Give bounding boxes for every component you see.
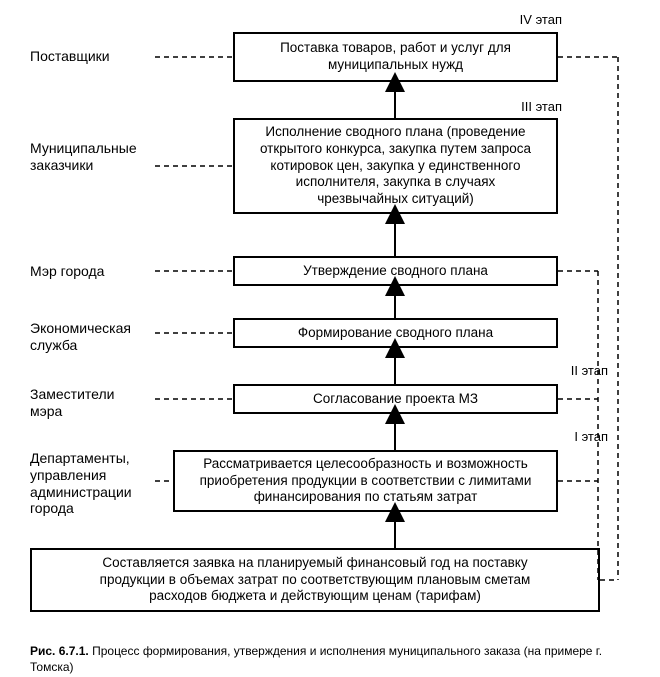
node-request-text: Составляется заявка на планируемый финан… bbox=[100, 555, 531, 606]
figure-caption: Рис. 6.7.1. Процесс формирования, утверж… bbox=[30, 644, 630, 675]
row-label-suppliers: Поставщики bbox=[30, 48, 110, 65]
stage-label-2: II этап bbox=[571, 363, 608, 378]
row-label-mayor: Мэр города bbox=[30, 263, 104, 280]
node-coordination-text: Согласование проекта МЗ bbox=[313, 391, 478, 408]
figure-caption-text: Процесс формирования, утверждения и испо… bbox=[30, 644, 602, 674]
node-supply: Поставка товаров, работ и услуг для муни… bbox=[233, 32, 558, 82]
node-formation-text: Формирование сводного плана bbox=[298, 325, 493, 342]
row-label-economic-service: Экономическая служба bbox=[30, 320, 131, 354]
node-formation: Формирование сводного плана bbox=[233, 318, 558, 348]
node-feasibility-text: Рассматривается целесообразность и возмо… bbox=[200, 456, 532, 507]
node-approval-text: Утверждение сводного плана bbox=[303, 263, 488, 280]
node-approval: Утверждение сводного плана bbox=[233, 256, 558, 286]
node-coordination: Согласование проекта МЗ bbox=[233, 384, 558, 414]
stage-label-4: IV этап bbox=[520, 12, 562, 27]
flowchart-canvas: { "type": "flowchart", "background_color… bbox=[0, 0, 660, 677]
stage-label-1: I этап bbox=[574, 429, 608, 444]
row-label-departments: Департаменты, управления администрации г… bbox=[30, 450, 132, 517]
row-label-deputy-mayors: Заместители мэра bbox=[30, 386, 114, 420]
node-request: Составляется заявка на планируемый финан… bbox=[30, 548, 600, 612]
node-feasibility: Рассматривается целесообразность и возмо… bbox=[173, 450, 558, 512]
stage-label-3: III этап bbox=[521, 99, 562, 114]
figure-caption-prefix: Рис. 6.7.1. bbox=[30, 644, 89, 658]
row-label-municipal-customers: Муниципальные заказчики bbox=[30, 140, 137, 174]
node-execution: Исполнение сводного плана (проведение от… bbox=[233, 118, 558, 214]
node-execution-text: Исполнение сводного плана (проведение от… bbox=[260, 124, 531, 208]
node-supply-text: Поставка товаров, работ и услуг для муни… bbox=[280, 40, 511, 74]
